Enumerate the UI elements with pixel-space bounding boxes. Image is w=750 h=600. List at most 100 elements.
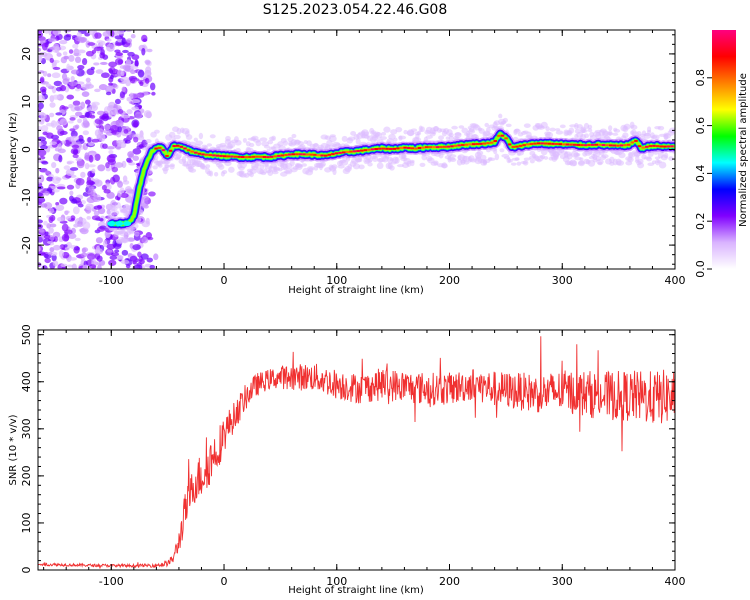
peak-dash	[536, 142, 541, 145]
spectrogram-y-tick-label: 0	[20, 146, 33, 153]
halo-speckle	[472, 134, 478, 138]
noise-speckle	[91, 168, 96, 174]
halo-speckle	[458, 125, 465, 129]
noise-speckle	[93, 62, 100, 66]
peak-dash	[417, 147, 422, 150]
noise-speckle	[117, 109, 124, 114]
noise-speckle	[114, 98, 121, 105]
noise-speckle	[105, 85, 114, 91]
peak-dash	[594, 143, 599, 146]
peak-dash	[637, 145, 642, 148]
peak-dash	[219, 154, 223, 157]
spectrogram-y-tick-label: 10	[20, 95, 33, 109]
peak-dash	[648, 145, 653, 148]
noise-speckle	[87, 188, 94, 197]
peak-dash	[399, 146, 404, 149]
noise-speckle	[85, 50, 94, 57]
halo-speckle	[622, 132, 629, 139]
halo-speckle	[395, 126, 403, 133]
halo-speckle	[289, 159, 295, 167]
halo-speckle	[441, 162, 448, 169]
peak-dash	[511, 145, 516, 148]
peak-dash	[396, 147, 400, 150]
noise-speckle	[108, 259, 117, 266]
noise-speckle	[146, 48, 153, 53]
halo-speckle	[409, 159, 415, 164]
noise-speckle	[88, 154, 94, 163]
peak-dash	[165, 154, 169, 157]
peak-dash	[255, 155, 259, 158]
noise-speckle	[51, 161, 57, 169]
halo-speckle	[596, 159, 604, 165]
peak-dash	[406, 146, 411, 149]
noise-speckle	[46, 223, 51, 229]
peak-dash	[233, 155, 238, 158]
peak-dash	[349, 150, 353, 153]
peak-dash	[569, 143, 573, 146]
noise-speckle	[47, 240, 55, 245]
halo-speckle	[668, 156, 674, 161]
noise-speckle	[67, 264, 73, 268]
noise-speckle	[51, 72, 61, 79]
peak-dash	[421, 146, 425, 149]
noise-speckle	[106, 43, 115, 52]
peak-dash	[298, 153, 303, 156]
noise-speckle	[38, 192, 43, 197]
peak-dash	[486, 142, 490, 145]
noise-speckle	[52, 66, 61, 70]
halo-speckle	[355, 138, 361, 145]
halo-speckle	[505, 123, 512, 128]
noise-speckle	[80, 252, 88, 258]
halo-speckle	[420, 126, 425, 133]
peak-dash	[432, 146, 436, 149]
halo-speckle	[238, 170, 245, 174]
noise-speckle	[85, 203, 94, 211]
snr-y-tick-label: 300	[20, 418, 33, 439]
noise-speckle	[97, 264, 102, 269]
halo-speckle	[308, 167, 314, 173]
noise-speckle	[122, 175, 128, 183]
noise-speckle	[51, 254, 57, 262]
noise-speckle	[52, 260, 59, 267]
noise-speckle	[95, 69, 104, 74]
peak-dash	[385, 147, 389, 150]
noise-speckle	[43, 220, 48, 226]
noise-speckle	[126, 109, 133, 115]
noise-speckle	[94, 179, 103, 187]
noise-speckle	[72, 154, 79, 159]
halo-speckle	[181, 156, 187, 163]
noise-speckle	[38, 228, 45, 233]
halo-speckle	[193, 137, 198, 142]
noise-speckle	[105, 162, 110, 169]
halo-speckle	[371, 155, 379, 163]
peak-dash	[547, 142, 552, 145]
peak-dash	[515, 145, 519, 148]
noise-speckle	[133, 264, 143, 269]
noise-speckle	[115, 119, 124, 127]
peak-dash	[645, 145, 649, 148]
peak-dash	[663, 145, 667, 148]
peak-dash	[616, 144, 620, 147]
peak-dash	[641, 146, 645, 149]
halo-speckle	[357, 158, 363, 163]
halo-speckle	[545, 131, 554, 139]
noise-speckle	[151, 91, 156, 96]
noise-speckle	[86, 176, 92, 184]
noise-speckle	[51, 251, 58, 256]
halo-speckle	[154, 129, 160, 134]
peak-dash	[428, 146, 433, 149]
snr-y-tick-label: 200	[20, 465, 33, 486]
noise-speckle	[141, 236, 149, 244]
peak-dash	[179, 145, 184, 148]
halo-speckle	[494, 153, 500, 161]
halo-speckle	[493, 148, 498, 155]
snr-y-tick-label: 500	[20, 324, 33, 345]
noise-speckle	[49, 102, 56, 108]
peak-dash	[334, 152, 339, 155]
colorbar-gradient	[712, 30, 736, 269]
peak-dash	[237, 155, 241, 158]
noise-speckle	[61, 233, 70, 242]
noise-speckle	[139, 81, 144, 87]
noise-speckle	[100, 72, 110, 79]
noise-speckle	[63, 165, 71, 170]
